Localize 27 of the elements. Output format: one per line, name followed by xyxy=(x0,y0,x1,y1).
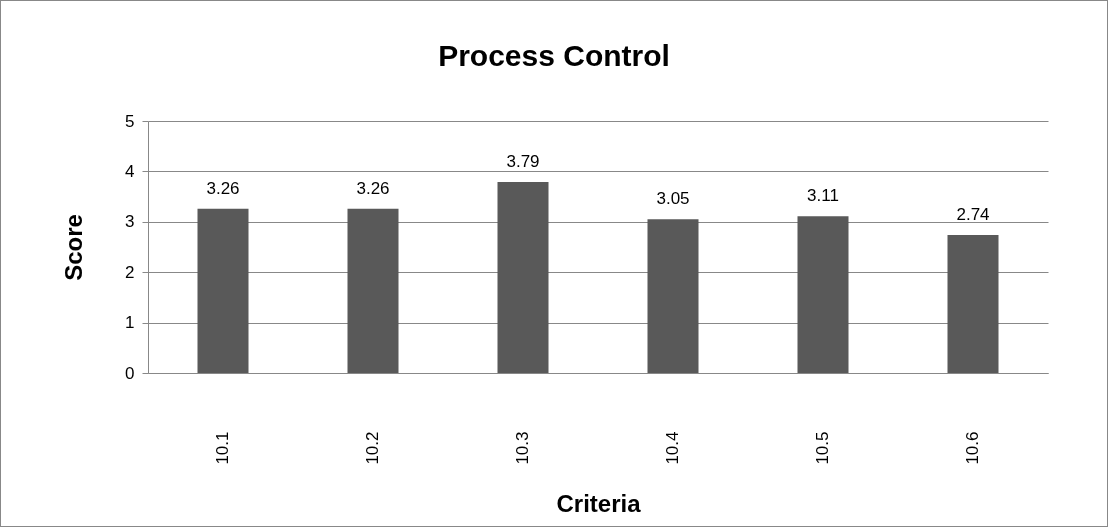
data-label: 2.74 xyxy=(956,204,990,224)
data-label: 3.26 xyxy=(206,178,240,198)
x-tick-label: 10.5 xyxy=(813,431,832,465)
bar xyxy=(647,219,699,373)
y-tick-label: 2 xyxy=(125,262,135,282)
y-tick-label: 4 xyxy=(125,161,135,181)
y-axis-title: Score xyxy=(60,214,88,281)
x-tick-label: 10.3 xyxy=(513,431,532,465)
bar xyxy=(797,216,849,373)
y-tick-label: 1 xyxy=(125,313,135,333)
bar xyxy=(347,208,399,373)
y-tick-label: 0 xyxy=(125,363,135,383)
y-tick-label: 5 xyxy=(125,111,135,131)
bar xyxy=(947,234,999,373)
data-label: 3.26 xyxy=(356,178,390,198)
x-tick-label: 10.4 xyxy=(663,431,682,465)
data-label: 3.79 xyxy=(506,151,540,171)
data-label: 3.11 xyxy=(807,186,839,206)
y-tick-label: 3 xyxy=(125,212,135,232)
x-tick-label: 10.1 xyxy=(213,431,232,465)
data-label: 3.05 xyxy=(656,189,690,209)
bar xyxy=(497,181,549,373)
x-axis-title: Criteria xyxy=(556,489,642,517)
x-tick-label: 10.6 xyxy=(963,431,982,465)
chart-title: Process Control xyxy=(438,39,670,72)
x-tick-label: 10.2 xyxy=(363,431,382,465)
bar xyxy=(197,208,249,373)
